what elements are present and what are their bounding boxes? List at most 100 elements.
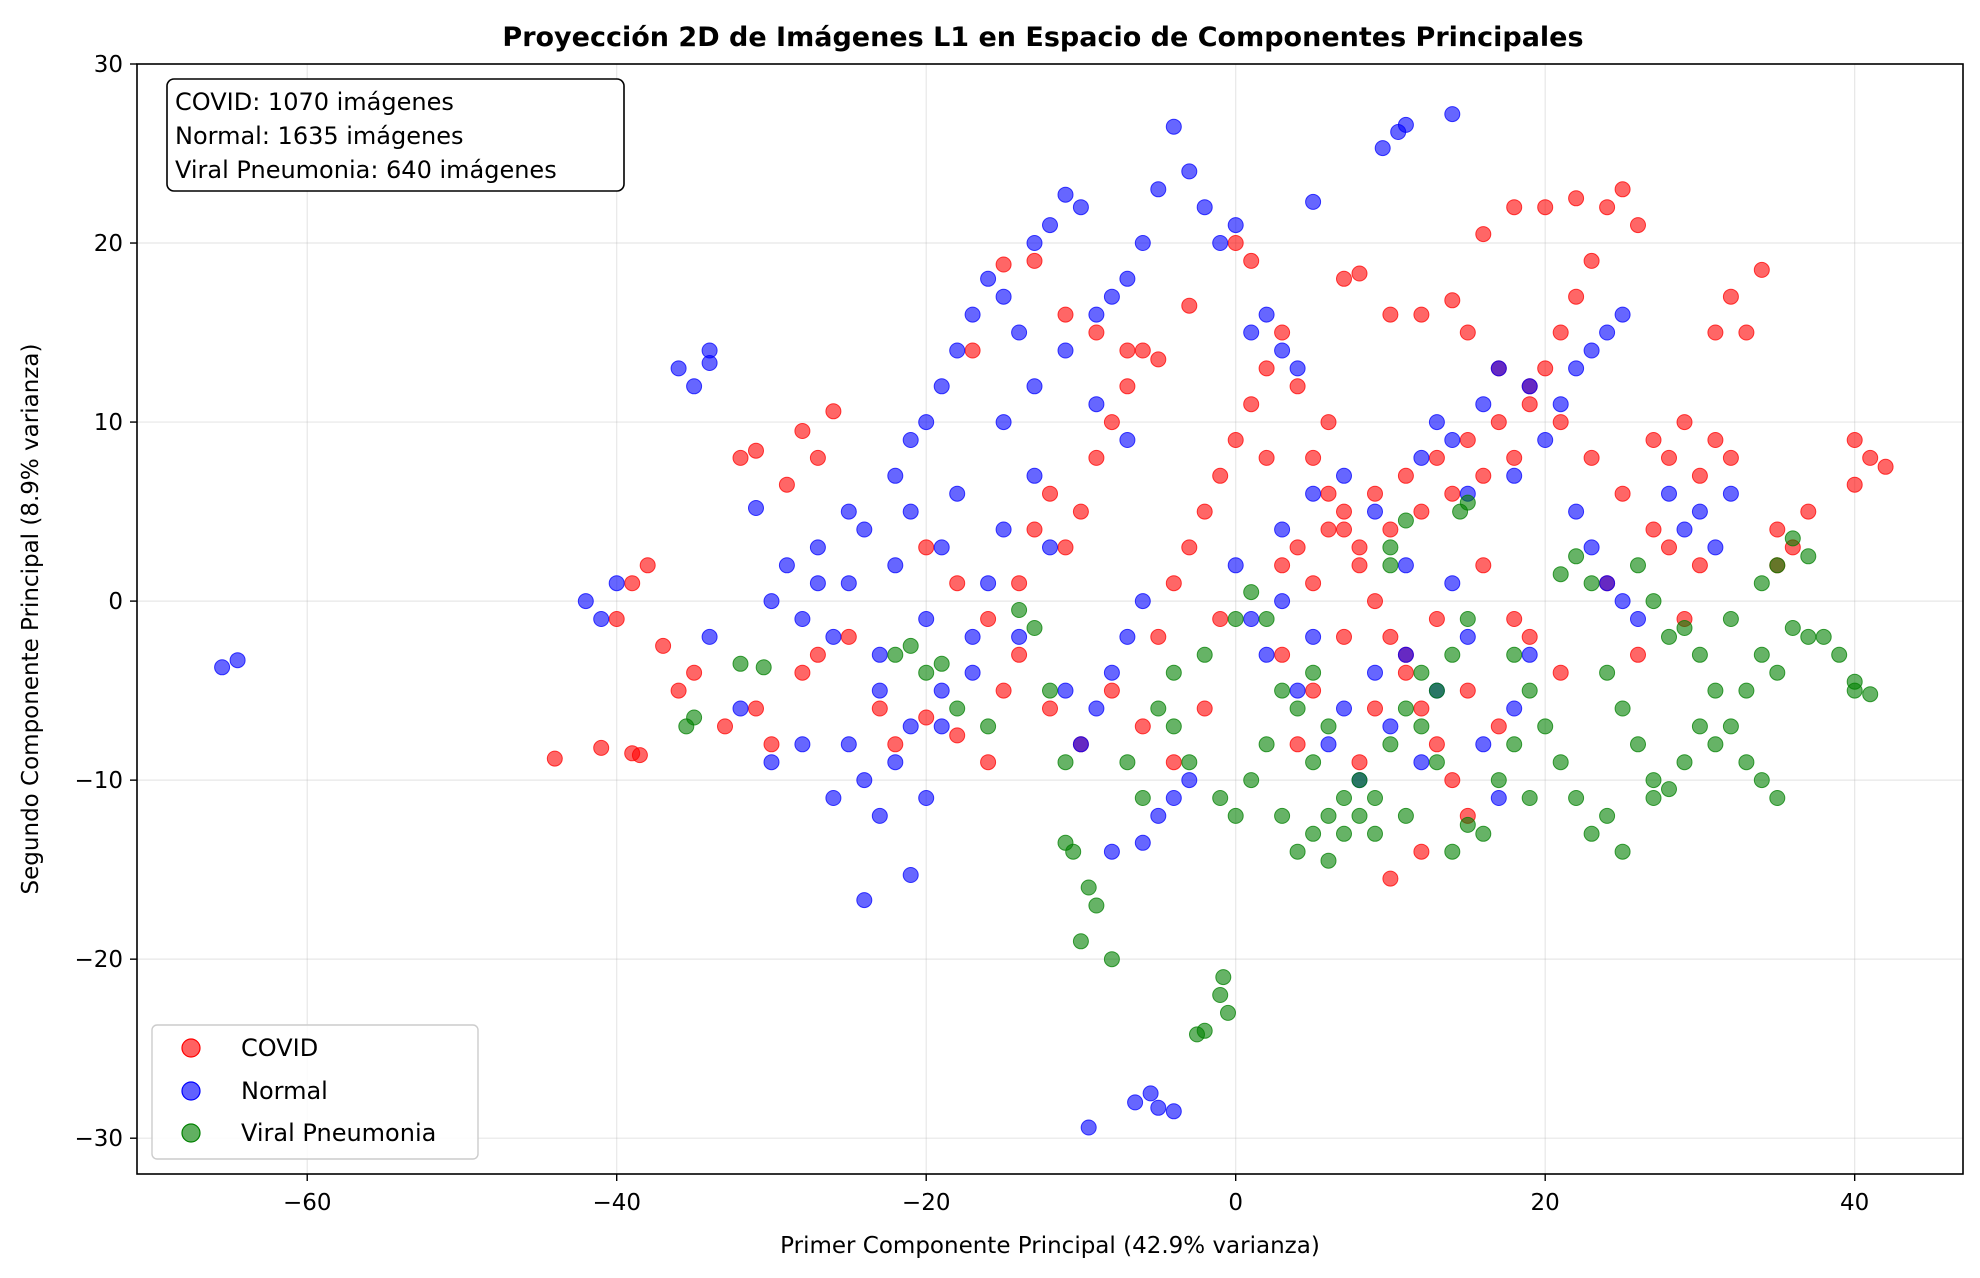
viral-pneumonia-point [1011,602,1028,618]
covid-point [1243,252,1260,269]
covid-point [1103,682,1120,699]
normal-point [1274,593,1291,610]
covid-point [1367,593,1383,610]
x-tick-label: −20 [902,1190,951,1216]
covid-point [1212,611,1229,627]
normal-point [1072,199,1089,216]
viral-pneumonia-point [1336,825,1352,842]
viral-pneumonia-point [1661,628,1677,645]
normal-point [1011,324,1028,341]
covid-point [1289,736,1306,753]
legend-label-viral: Viral Pneumonia [241,1119,436,1147]
y-tick-label: 30 [94,52,123,78]
covid-point [1490,414,1507,431]
normal-point [1568,360,1585,377]
viral-pneumonia-point [1305,825,1322,842]
covid-point [1444,772,1461,789]
covid-point [980,611,997,627]
normal-point [1475,396,1492,413]
viral-pneumonia-point [918,664,935,681]
covid-point [809,646,826,663]
covid-point [1320,485,1337,502]
normal-point [964,306,981,323]
covid-point [608,611,625,627]
normal-point [1583,342,1600,359]
viral-pneumonia-point [1862,686,1879,703]
viral-pneumonia-point [1846,673,1863,690]
normal-point [1459,628,1476,645]
covid-point [1011,575,1028,592]
viral-pneumonia-point [1444,843,1461,860]
normal-point [1026,467,1043,484]
covid-point [1057,306,1074,323]
covid-point [1722,449,1739,466]
normal-point [1707,539,1724,556]
covid-point [1413,306,1430,323]
normal-point [763,593,780,610]
viral-pneumonia-point [1722,718,1739,735]
covid-point [1042,485,1058,502]
normal-point [763,754,780,771]
covid-point [1382,306,1399,323]
normal-point [701,628,718,645]
normal-point [964,628,981,645]
normal-point [1428,414,1445,431]
chart-title: Proyección 2D de Imágenes L1 en Espacio … [502,22,1583,53]
covid-point [1274,646,1291,663]
covid-point [1521,396,1538,413]
normal-point [1630,611,1646,627]
viral-pneumonia-point [1134,790,1151,806]
covid-point [748,442,764,459]
normal-point [1243,324,1260,341]
covid-point [840,628,857,645]
normal-point [933,539,950,556]
viral-pneumonia-point [1103,951,1120,968]
covid-point [1336,270,1352,287]
covid-point [1305,575,1322,592]
normal-point [825,790,842,806]
viral-pneumonia-point [1413,664,1430,681]
normal-point [902,432,919,448]
covid-point [1305,449,1322,466]
normal-point [1026,378,1043,395]
normal-point [871,682,888,699]
covid-point [1196,503,1213,520]
normal-point [608,575,625,592]
covid-point [1568,288,1585,305]
covid-point [1274,324,1291,341]
normal-point [229,652,246,669]
normal-point [995,414,1012,431]
viral-pneumonia-point [1428,682,1445,699]
covid-point [1072,503,1089,520]
covid-point [1150,628,1167,645]
normal-point [1165,118,1182,135]
x-tick-label: −40 [592,1190,641,1216]
normal-point [1397,646,1414,663]
normal-point [933,718,950,735]
covid-point [1722,288,1739,305]
normal-point [1119,270,1136,287]
viral-pneumonia-point [1645,790,1662,806]
covid-point [1630,646,1646,663]
covid-point [1428,611,1445,627]
normal-point [1305,193,1322,210]
normal-point [871,807,888,824]
viral-pneumonia-point [1289,843,1306,860]
viral-pneumonia-point [1212,790,1229,806]
viral-pneumonia-point [1215,969,1232,986]
viral-pneumonia-point [1552,566,1569,583]
viral-pneumonia-point [1382,557,1399,574]
normal-point [1212,235,1229,251]
normal-point [1413,449,1430,466]
normal-point [593,611,610,627]
covid-point [1042,700,1058,717]
viral-pneumonia-point [755,659,772,676]
normal-point [887,557,904,574]
covid-point [1707,432,1724,448]
normal-point [1134,593,1151,610]
normal-point [1336,700,1352,717]
covid-point [980,754,997,771]
normal-point [1258,306,1275,323]
covid-point [1459,432,1476,448]
normal-point [748,500,764,516]
